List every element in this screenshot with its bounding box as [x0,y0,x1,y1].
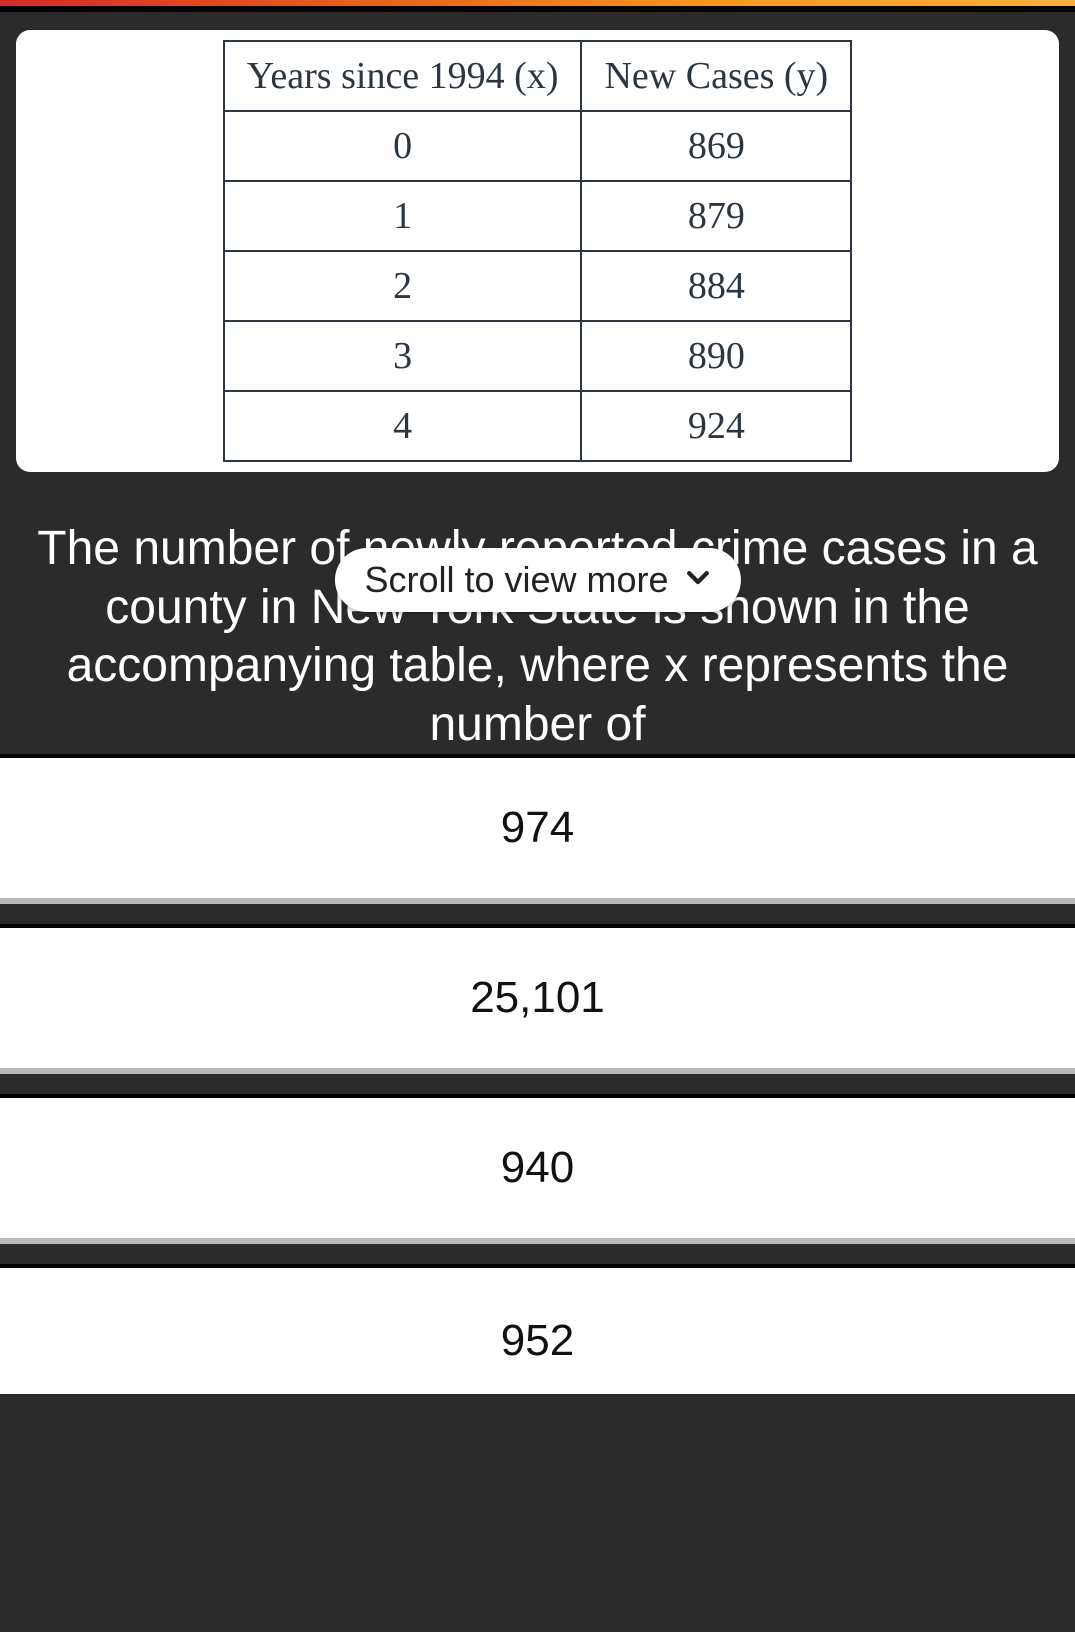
scroll-hint-chip[interactable]: Scroll to view more [334,548,740,612]
question-text-area[interactable]: The number of newly reported crime cases… [0,472,1075,754]
cell-y: 884 [581,251,851,321]
answer-option-4[interactable]: 952 [0,1264,1075,1394]
table-row: 4 924 [224,391,851,461]
chevron-down-icon [683,558,713,602]
cell-y: 924 [581,391,851,461]
question-content: Years since 1994 (x) New Cases (y) 0 869… [0,12,1075,472]
cell-x: 3 [224,321,582,391]
col-header-y: New Cases (y) [581,41,851,111]
cell-x: 2 [224,251,582,321]
cell-x: 1 [224,181,582,251]
data-table-card: Years since 1994 (x) New Cases (y) 0 869… [16,30,1059,472]
answer-label: 940 [501,1143,574,1193]
data-table: Years since 1994 (x) New Cases (y) 0 869… [223,40,852,462]
col-header-x: Years since 1994 (x) [224,41,582,111]
answer-option-3[interactable]: 940 [0,1094,1075,1244]
cell-y: 879 [581,181,851,251]
answer-label: 974 [501,803,574,853]
answer-label: 25,101 [470,973,605,1023]
table-row: 2 884 [224,251,851,321]
table-header-row: Years since 1994 (x) New Cases (y) [224,41,851,111]
cell-x: 4 [224,391,582,461]
table-row: 3 890 [224,321,851,391]
cell-y: 869 [581,111,851,181]
scroll-hint-label: Scroll to view more [364,558,668,602]
answer-label: 952 [501,1316,574,1366]
table-row: 1 879 [224,181,851,251]
answer-option-1[interactable]: 974 [0,754,1075,904]
cell-x: 0 [224,111,582,181]
table-row: 0 869 [224,111,851,181]
top-gradient-bar [0,0,1075,12]
cell-y: 890 [581,321,851,391]
answer-option-2[interactable]: 25,101 [0,924,1075,1074]
answer-options: 974 25,101 940 952 [0,754,1075,1632]
